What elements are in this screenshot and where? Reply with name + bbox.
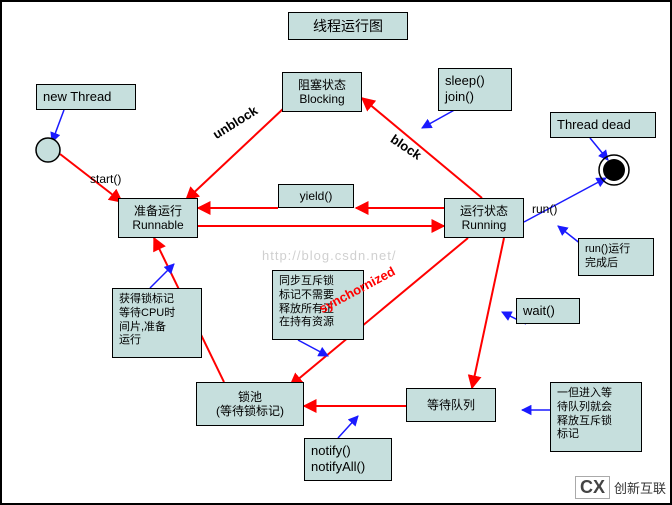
callout-notify-l2: notifyAll() bbox=[311, 459, 385, 475]
diagram-title: 线程运行图 bbox=[288, 12, 408, 40]
start-state-circle bbox=[36, 138, 60, 162]
node-lockpool-line2: (等待锁标记) bbox=[216, 404, 284, 418]
cpu-note-l2: 等待CPU时 bbox=[119, 307, 195, 321]
node-blocking-line1: 阻塞状态 bbox=[298, 78, 346, 92]
node-blocking-line2: Blocking bbox=[299, 92, 344, 106]
dead-state-outer bbox=[599, 155, 629, 185]
edge-label-unblock: unblock bbox=[210, 103, 260, 142]
cpu-note-l3: 间片,准备 bbox=[119, 321, 195, 335]
callout-new-thread-text: new Thread bbox=[43, 89, 111, 104]
callout-new-thread: new Thread bbox=[36, 84, 136, 110]
node-runnable: 准备运行 Runnable bbox=[118, 198, 198, 238]
node-lock-pool: 锁池 (等待锁标记) bbox=[196, 382, 304, 426]
callout-wait-text: wait() bbox=[523, 303, 555, 318]
callout-notify: notify() notifyAll() bbox=[304, 438, 392, 481]
node-yield-text: yield() bbox=[300, 189, 333, 203]
node-runnable-line2: Runnable bbox=[132, 218, 183, 232]
edge-label-run: run() bbox=[532, 202, 557, 216]
footer-logo-mark: CX bbox=[575, 476, 610, 499]
wait-note-l3: 释放互斥锁 bbox=[557, 415, 635, 429]
node-lockpool-line1: 锁池 bbox=[238, 390, 262, 404]
node-yield: yield() bbox=[278, 184, 354, 208]
wait-note-l4: 标记 bbox=[557, 428, 635, 442]
callout-notify-l1: notify() bbox=[311, 443, 385, 459]
callout-run-after: run()运行 完成后 bbox=[578, 238, 654, 276]
callout-runafter-l2: 完成后 bbox=[585, 257, 647, 271]
dead-state-inner bbox=[603, 159, 625, 181]
callout-thread-dead: Thread dead bbox=[550, 112, 656, 138]
edge-label-block: block bbox=[388, 131, 425, 162]
footer-logo-text: 创新互联 bbox=[614, 478, 666, 497]
sync-note-l4: 在持有资源 bbox=[279, 316, 357, 330]
callout-wait: wait() bbox=[516, 298, 580, 324]
diagram-title-text: 线程运行图 bbox=[313, 18, 383, 35]
wait-note-l1: 一但进入等 bbox=[557, 387, 635, 401]
edge-label-start: start() bbox=[90, 172, 121, 186]
diagram-canvas: 线程运行图 阻塞状态 Blocking 准备运行 Runnable 运行状态 R… bbox=[0, 0, 672, 505]
watermark-text: http://blog.csdn.net/ bbox=[262, 248, 396, 263]
callout-sleep-join: sleep() join() bbox=[438, 68, 512, 111]
node-waitqueue-line1: 等待队列 bbox=[427, 398, 475, 412]
cpu-note-l4: 运行 bbox=[119, 334, 195, 348]
node-running-line1: 运行状态 bbox=[460, 204, 508, 218]
callout-runafter-l1: run()运行 bbox=[585, 243, 647, 257]
cpu-note-l1: 获得锁标记 bbox=[119, 293, 195, 307]
callout-wait-note: 一但进入等 待队列就会 释放互斥锁 标记 bbox=[550, 382, 642, 452]
node-wait-queue: 等待队列 bbox=[406, 388, 496, 422]
node-blocking: 阻塞状态 Blocking bbox=[282, 72, 362, 112]
node-running: 运行状态 Running bbox=[444, 198, 524, 238]
wait-note-l2: 待队列就会 bbox=[557, 401, 635, 415]
node-runnable-line1: 准备运行 bbox=[134, 204, 182, 218]
callout-sleep-text: sleep() bbox=[445, 73, 505, 89]
footer-logo: CX 创新互联 bbox=[575, 476, 666, 499]
node-running-line2: Running bbox=[462, 218, 507, 232]
callout-join-text: join() bbox=[445, 89, 505, 105]
callout-threaddead-text: Thread dead bbox=[557, 117, 631, 132]
callout-cpu-note: 获得锁标记 等待CPU时 间片,准备 运行 bbox=[112, 288, 202, 358]
